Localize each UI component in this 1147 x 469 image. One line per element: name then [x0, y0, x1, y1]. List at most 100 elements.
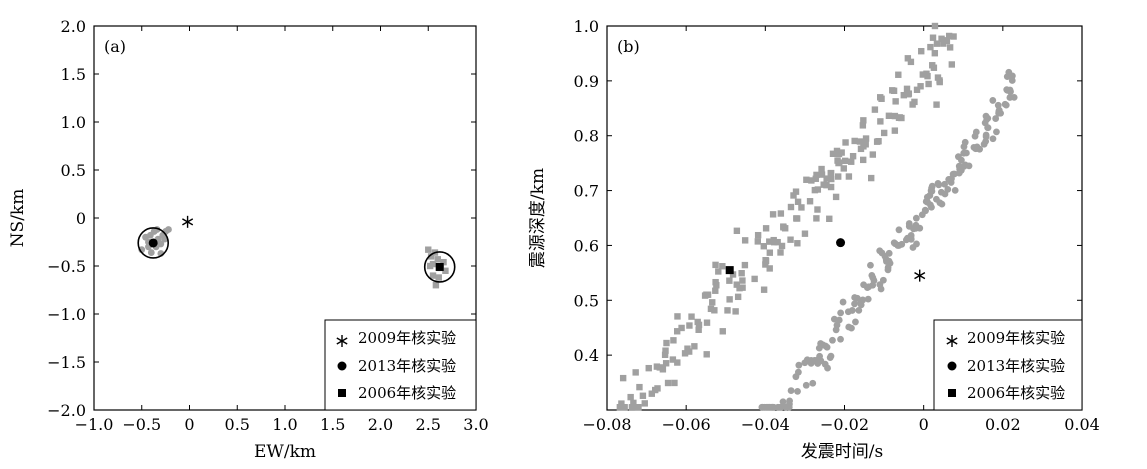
panel-b-grey-circle-point — [851, 300, 858, 308]
panel-b-grey-square-point — [803, 176, 810, 183]
panel-a-ytick-label: −2.0 — [47, 401, 86, 420]
panel-b-grey-circle-point — [869, 274, 877, 282]
panel-b-grey-circle-point — [839, 298, 847, 306]
panel-a-xlabel: EW/km — [254, 442, 316, 462]
panel-a-grey-square-point — [425, 246, 432, 253]
panel-a-points — [137, 215, 456, 289]
panel-b-grey-square-point — [703, 351, 710, 358]
panel-b-grey-square-point — [814, 206, 821, 213]
panel-b-grey-square-point — [828, 175, 835, 183]
panel-a-ytick-label: −1.5 — [47, 353, 86, 372]
panel-b-grey-circle-point — [795, 361, 803, 369]
panel-b-grey-square-point — [777, 249, 784, 256]
panel-a-legend-entry-2009: 2009年核实验 — [358, 329, 456, 347]
panel-b-grey-circle-point — [956, 165, 964, 173]
panel-b-legend-entry-2013: 2013年核实验 — [967, 357, 1065, 375]
panel-b-legend-symbol-asterisk-stroke — [946, 337, 958, 345]
panel-b-grey-square-point — [715, 268, 722, 275]
panel-b-grey-circle-point — [876, 247, 884, 255]
panel-b-grey-circle-point — [948, 175, 955, 183]
panel-b-grey-square-point — [950, 33, 957, 40]
panel-b-grey-square-point — [878, 95, 885, 102]
panel-b-grey-square-point — [889, 87, 896, 94]
panel-b-grey-square-point — [869, 151, 877, 158]
panel-b-grey-square-point — [760, 243, 767, 250]
panel-b-grey-circle-point — [912, 214, 920, 222]
panel-a-grey-square-point — [440, 258, 447, 266]
panel-b-ytick-label: 0.9 — [574, 72, 599, 91]
panel-b-grey-square-point — [685, 348, 693, 355]
panel-b-grey-square-point — [924, 72, 931, 80]
panel-b-grey-square-point — [619, 374, 627, 382]
panel-b-legend-entry-2009: 2009年核实验 — [967, 329, 1065, 347]
panel-a-ytick-label: 0.5 — [61, 161, 86, 180]
panel-a-legend: 2009年核实验 2013年核实验 2006年核实验 — [324, 319, 477, 411]
panel-a-xtick-label: 2.5 — [416, 415, 441, 434]
panel-b-grey-square-point — [636, 383, 643, 391]
panel-b-grey-square-point — [826, 215, 833, 222]
panel-b-grey-circle-point — [845, 323, 853, 331]
panel-b-grey-square-point — [733, 227, 741, 234]
panel-a-grey-square-point — [429, 272, 437, 279]
panel-b-grey-circle-point — [857, 301, 865, 309]
panel-a-event-circle — [148, 238, 158, 248]
panel-b-grey-square-point — [741, 261, 749, 269]
panel-b-grey-circle-point — [827, 352, 835, 360]
panel-b-grey-square-point — [891, 112, 899, 120]
panel-b-grey-circle-point — [907, 231, 915, 239]
panel-b-grey-square-point — [654, 385, 661, 392]
panel-b-grey-square-point — [754, 238, 762, 245]
panel-b-grey-square-point — [711, 307, 718, 314]
panel-b-grey-square-point — [770, 238, 778, 246]
panel-b-grey-square-point — [707, 305, 715, 313]
panel-b-grey-square-point — [929, 34, 937, 41]
panel-b-grey-square-point — [933, 40, 941, 47]
panel-b-grey-square-point — [630, 399, 637, 407]
panel-b-grey-square-point — [856, 138, 864, 145]
panel-b-grey-square-point — [778, 242, 786, 250]
panel-b-grey-square-point — [848, 158, 855, 165]
panel-b-legend-symbols — [946, 335, 958, 397]
panel-b-grey-square-point — [818, 165, 825, 173]
panel-b-grey-square-point — [662, 347, 669, 354]
panel-b-grey-circle-point — [1003, 86, 1011, 94]
panel-b-grey-circle-point — [971, 132, 979, 140]
panel-a-xtick-label: 0.5 — [225, 415, 250, 434]
panel-b-grey-square-point — [801, 230, 809, 237]
panel-b-grey-square-point — [724, 307, 731, 314]
panel-b-ticks: −0.08 −0.06 −0.04 −0.02 0 0.02 0.04 1.0 0.9 0.8 0.… — [574, 17, 1100, 434]
panel-a-grey-square-point — [434, 256, 441, 263]
panel-b-grey-circle-point — [832, 326, 840, 334]
panel-b-grey-square-point — [732, 308, 739, 315]
panel-b-grey-square-point — [719, 263, 726, 270]
panel-a-event-ring — [137, 227, 170, 259]
panel-b-grey-square-point — [808, 177, 815, 184]
panel-a-legend-symbols — [336, 335, 348, 397]
panel-b-grey-square-point — [653, 363, 661, 370]
panel-b-grey-square-point — [880, 129, 888, 137]
panel-b-grey-circle-point — [802, 381, 810, 389]
panel-b-grey-square-point — [793, 215, 801, 222]
panel-b-grey-square-point — [925, 80, 932, 88]
panel-b-label: (b) — [617, 37, 640, 56]
panel-b-event-square — [725, 266, 734, 275]
panel-b-grey-square-point — [845, 173, 853, 180]
panel-b-grey-square-point — [877, 118, 884, 125]
panel-b-grey-square-point — [661, 351, 669, 359]
panel-b-grey-circle-point — [928, 203, 935, 211]
panel-b-grey-square-point — [900, 91, 907, 99]
panel-a-xtick-label: 3.0 — [463, 415, 488, 434]
panel-b-grey-square-point — [842, 157, 849, 165]
panel-a-ytick-label: 1.0 — [61, 113, 86, 132]
panel-b-grey-square-point — [917, 83, 924, 90]
panel-b-grey-circle-point — [954, 153, 962, 161]
panel-b-grey-circle-point — [918, 211, 926, 219]
panel-b-grey-square-point — [662, 360, 670, 367]
panel-b-grey-circle-point — [779, 398, 787, 406]
panel-b-grey-square-point — [835, 173, 842, 180]
panel-b-grey-square-point — [818, 171, 826, 178]
panel-b-grey-square-point — [868, 174, 875, 182]
panel-b-grey-square-point — [885, 112, 893, 119]
panel-b-grey-square-point — [645, 364, 652, 372]
panel-b-grey-square-point — [762, 225, 770, 232]
